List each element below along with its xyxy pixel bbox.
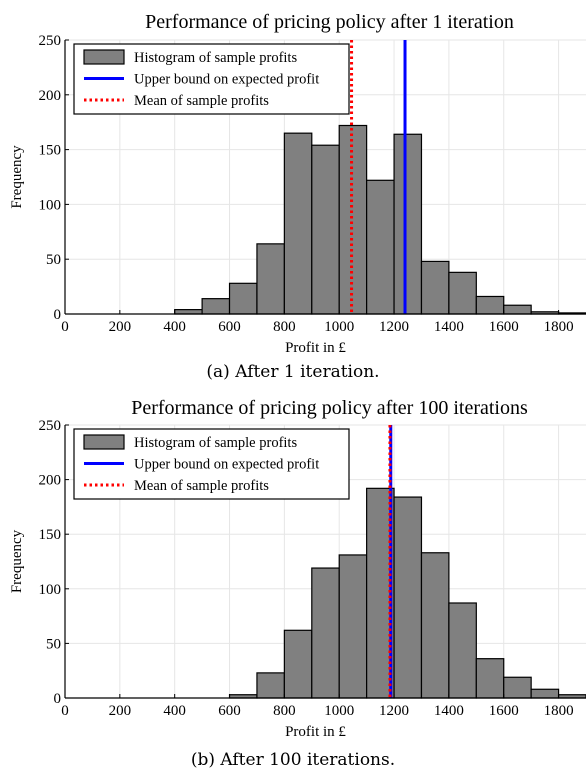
- legend-label: Upper bound on expected profit: [134, 72, 319, 88]
- x-tick-label: 0: [61, 319, 69, 335]
- y-tick-label: 200: [39, 473, 62, 489]
- x-tick-label: 400: [163, 319, 186, 335]
- y-tick-label: 200: [39, 88, 62, 104]
- y-tick-label: 0: [54, 307, 62, 323]
- histogram-bar: [420, 552, 450, 699]
- histogram-bar: [366, 179, 395, 315]
- legend-mean: Mean of sample profits: [84, 478, 269, 494]
- histogram-bar: [311, 567, 340, 699]
- legend-swatch-histogram: [83, 434, 125, 450]
- legend-mean: Mean of sample profits: [84, 93, 269, 109]
- y-tick-label: 250: [39, 33, 62, 49]
- x-axis-label: Profit in £: [285, 724, 346, 740]
- histogram-bar: [393, 496, 423, 699]
- x-tick-label: 1800: [544, 319, 574, 335]
- histogram-bar: [475, 658, 505, 699]
- figure-caption: (a) After 1 iteration.: [206, 362, 380, 382]
- legend-label: Mean of sample profits: [134, 93, 269, 109]
- histogram-chart-100-iterations: Performance of pricing policy after 100 …: [9, 397, 586, 740]
- x-tick-label: 0: [61, 703, 69, 719]
- histogram-bar: [530, 688, 560, 699]
- y-tick-label: 150: [39, 527, 62, 543]
- figure-after-100-iterations: Performance of pricing policy after 100 …: [0, 390, 586, 778]
- y-tick-label: 0: [54, 691, 62, 707]
- x-tick-label: 200: [109, 703, 132, 719]
- legend-label: Histogram of sample profits: [134, 435, 297, 451]
- x-tick-label: 1000: [324, 319, 354, 335]
- legend-label: Upper bound on expected profit: [134, 457, 319, 473]
- histogram-bar: [338, 554, 368, 699]
- figure-caption: (b) After 100 iterations.: [190, 750, 396, 770]
- x-tick-label: 1400: [434, 319, 464, 335]
- histogram-bar: [283, 629, 313, 699]
- chart-title: Performance of pricing policy after 1 it…: [145, 11, 514, 33]
- histogram-bar: [503, 304, 532, 315]
- histogram-chart-1-iteration: Performance of pricing policy after 1 it…: [9, 11, 586, 356]
- y-tick-label: 250: [39, 418, 62, 434]
- x-tick-label: 800: [273, 319, 296, 335]
- histogram-bar: [256, 672, 285, 699]
- legend-upper-bound: Upper bound on expected profit: [84, 72, 319, 88]
- x-tick-label: 600: [218, 319, 241, 335]
- legend-histogram: Histogram of sample profits: [83, 434, 297, 451]
- histogram-bar: [228, 282, 258, 315]
- y-tick-label: 150: [39, 143, 62, 159]
- x-tick-label: 1000: [324, 703, 354, 719]
- y-tick-label: 50: [46, 252, 61, 268]
- legend-label: Histogram of sample profits: [134, 50, 297, 66]
- x-tick-label: 1600: [489, 703, 519, 719]
- legend-swatch-histogram: [83, 49, 125, 65]
- histogram-bar: [311, 144, 340, 315]
- histogram-bar: [448, 271, 477, 315]
- histogram-bar: [201, 298, 231, 315]
- x-tick-label: 600: [218, 703, 241, 719]
- histogram-bar: [393, 133, 423, 315]
- y-axis-label: Frequency: [9, 145, 25, 209]
- y-axis-label: Frequency: [9, 529, 25, 593]
- x-axis-label: Profit in £: [285, 340, 346, 356]
- x-tick-label: 1800: [544, 703, 574, 719]
- histogram-bar: [174, 309, 203, 315]
- x-tick-label: 1600: [489, 319, 519, 335]
- chart-title: Performance of pricing policy after 100 …: [131, 397, 528, 419]
- histogram-bar: [503, 676, 532, 699]
- x-tick-label: 1200: [379, 703, 409, 719]
- histogram-bar: [256, 243, 285, 315]
- x-tick-label: 400: [163, 703, 186, 719]
- x-tick-label: 200: [109, 319, 132, 335]
- histogram-bar: [338, 124, 368, 315]
- y-tick-label: 50: [46, 636, 61, 652]
- histogram-bar: [475, 295, 505, 315]
- x-tick-label: 1400: [434, 703, 464, 719]
- histogram-bar: [420, 260, 450, 315]
- y-tick-label: 100: [39, 582, 62, 598]
- histogram-bar: [283, 132, 313, 315]
- figure-after-1-iteration: Performance of pricing policy after 1 it…: [9, 11, 586, 382]
- legend-label: Mean of sample profits: [134, 478, 269, 494]
- histogram-bar: [448, 602, 477, 699]
- x-tick-label: 800: [273, 703, 296, 719]
- legend-upper-bound: Upper bound on expected profit: [84, 457, 319, 473]
- y-tick-label: 100: [39, 197, 62, 213]
- x-tick-label: 1200: [379, 319, 409, 335]
- legend-histogram: Histogram of sample profits: [83, 49, 297, 66]
